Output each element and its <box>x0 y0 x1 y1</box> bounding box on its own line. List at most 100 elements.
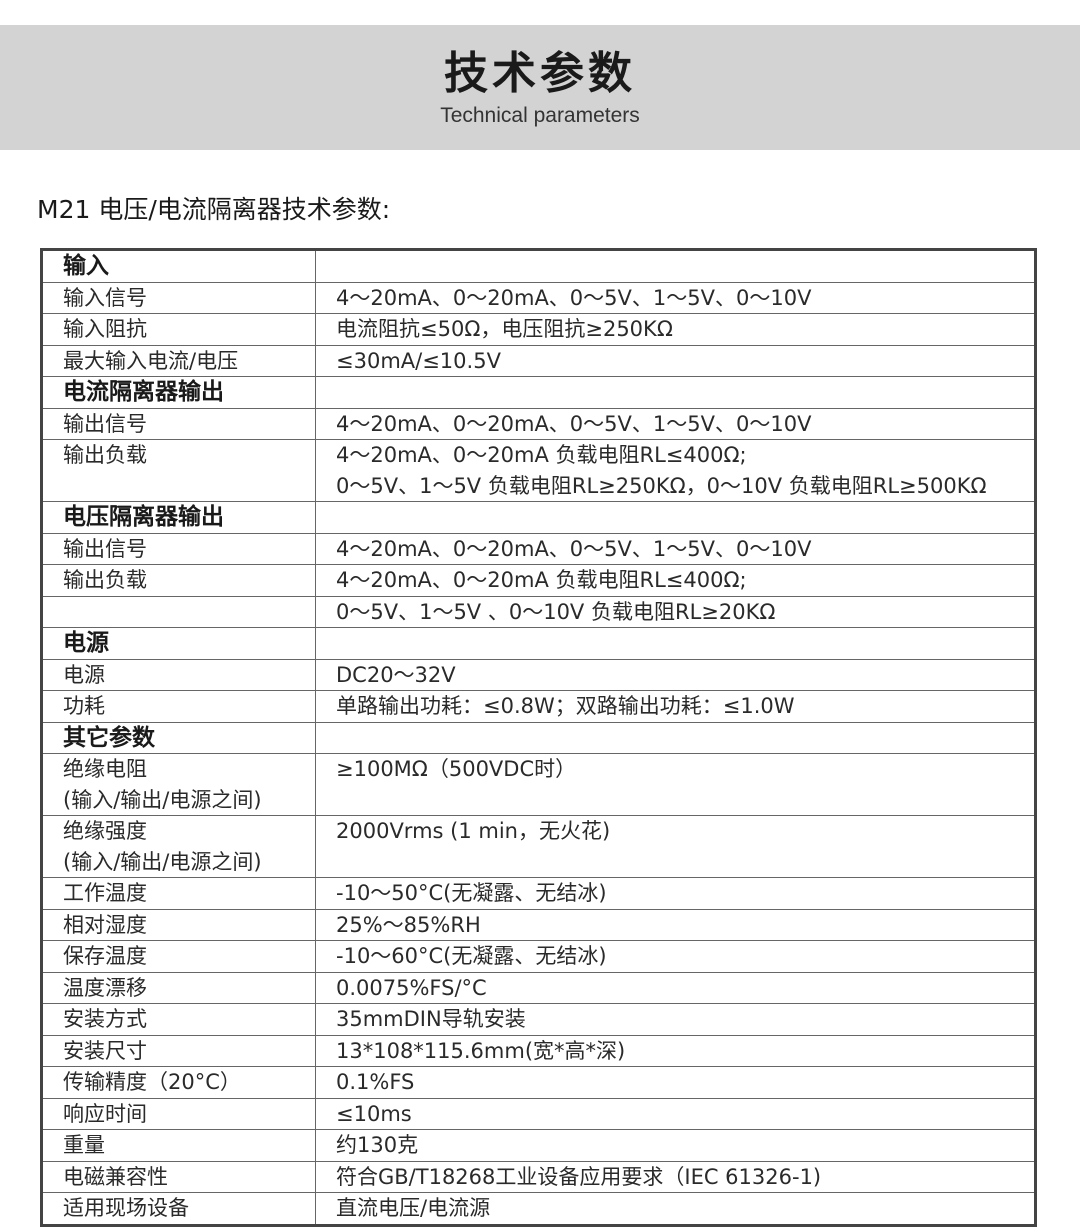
param-value: 0.0075%FS/°C <box>336 975 487 1000</box>
param-name-cell: 电源 <box>41 658 316 691</box>
table-row: 0～5V、1～5V 、0～10V 负载电阻RL≥20KΩ <box>41 595 1036 628</box>
table-row: 响应时间 ≤10ms <box>41 1097 1036 1130</box>
table-row: 相对湿度 25%～85%RH <box>41 908 1036 941</box>
param-name-cell: 输出负载 <box>41 439 316 502</box>
param-value-cell: -10～60°C(无凝露、无结冰) <box>315 940 1036 973</box>
header-banner: 技术参数 Technical parameters <box>0 25 1080 150</box>
param-name: 功耗 <box>63 694 105 718</box>
param-name-cell: 输出信号 <box>41 532 316 565</box>
param-value: ≤10ms <box>336 1101 412 1126</box>
param-value-cell: 35mmDIN导轨安装 <box>315 1003 1036 1036</box>
param-name: 输出负载 <box>63 443 147 467</box>
param-name: 输出信号 <box>63 536 147 561</box>
param-value-cell: 25%～85%RH <box>315 908 1036 941</box>
param-name: 安装尺寸 <box>63 1038 147 1063</box>
param-value-cell <box>315 501 1036 534</box>
param-name: 输入 <box>63 253 109 279</box>
param-name: 电磁兼容性 <box>63 1164 168 1189</box>
param-value-cell: ≤30mA/≤10.5V <box>315 344 1036 377</box>
param-name-cell: 工作温度 <box>41 877 316 910</box>
param-name-cell: 绝缘电阻 (输入/输出/电源之间) <box>41 753 316 816</box>
param-value-cell: 0～5V、1～5V 、0～10V 负载电阻RL≥20KΩ <box>315 595 1036 628</box>
param-name: 输入阻抗 <box>63 317 147 341</box>
param-value-cell: 0.0075%FS/°C <box>315 971 1036 1004</box>
table-row: 输出负载 4～20mA、0～20mA 负载电阻RL≤400Ω; <box>41 564 1036 597</box>
table-row: 绝缘强度 (输入/输出/电源之间) 2000Vrms (1 min，无火花) <box>41 815 1036 878</box>
table-row: 电源 DC20～32V <box>41 658 1036 691</box>
param-name-cell: 重量 <box>41 1129 316 1162</box>
param-name-cell: 适用现场设备 <box>41 1192 316 1226</box>
param-value-cell: ≤10ms <box>315 1097 1036 1130</box>
section-heading: M21 电压/电流隔离器技术参数: <box>37 195 391 224</box>
param-value <box>336 502 1034 533</box>
param-value-cell <box>315 376 1036 409</box>
param-name-cell: 温度漂移 <box>41 971 316 1004</box>
param-value-cell <box>315 249 1036 283</box>
table-row: 电磁兼容性 符合GB/T18268工业设备应用要求（IEC 61326-1) <box>41 1160 1036 1193</box>
param-value-cell: 电流阻抗≤50Ω，电压阻抗≥250KΩ <box>315 313 1036 346</box>
param-value-cell: 约130克 <box>315 1129 1036 1162</box>
param-name-cell: 传输精度（20°C） <box>41 1066 316 1099</box>
param-name: 电压隔离器输出 <box>63 504 224 530</box>
param-value: 0～5V、1～5V 、0～10V 负载电阻RL≥20KΩ <box>336 599 776 624</box>
table-row: 安装方式 35mmDIN导轨安装 <box>41 1003 1036 1036</box>
param-value: 电流阻抗≤50Ω，电压阻抗≥250KΩ <box>336 317 673 341</box>
section-row: 电流隔离器输出 <box>41 376 1036 409</box>
param-value: DC20～32V <box>336 662 456 687</box>
param-name-cell: 电源 <box>41 627 316 660</box>
param-name-cell: 响应时间 <box>41 1097 316 1130</box>
param-name-cell: 电流隔离器输出 <box>41 376 316 409</box>
param-value-cell: 4～20mA、0～20mA、0～5V、1～5V、0～10V <box>315 407 1036 440</box>
table-row: 输入信号 4～20mA、0～20mA、0～5V、1～5V、0～10V <box>41 281 1036 314</box>
param-name: 传输精度（20°C） <box>63 1070 241 1094</box>
spec-table: 输入 输入信号 4～20mA、0～20mA、0～5V、1～5V、0～10V 输入阻抗… <box>40 248 1037 1227</box>
table-row: 最大输入电流/电压 ≤30mA/≤10.5V <box>41 344 1036 377</box>
param-name-cell: 安装方式 <box>41 1003 316 1036</box>
param-value-cell: 0.1%FS <box>315 1066 1036 1099</box>
table-row: 传输精度（20°C） 0.1%FS <box>41 1066 1036 1099</box>
param-name-cell: 相对湿度 <box>41 908 316 941</box>
param-value: 0.1%FS <box>336 1070 415 1094</box>
table-row: 输出信号 4～20mA、0～20mA、0～5V、1～5V、0～10V <box>41 532 1036 565</box>
param-value: -10～50°C(无凝露、无结冰) <box>336 881 607 905</box>
param-value-cell: 2000Vrms (1 min，无火花) <box>315 815 1036 878</box>
param-value-cell: 4～20mA、0～20mA 负载电阻RL≤400Ω; <box>315 564 1036 597</box>
table-row: 保存温度 -10～60°C(无凝露、无结冰) <box>41 940 1036 973</box>
param-value-cell: DC20～32V <box>315 658 1036 691</box>
page-subtitle: Technical parameters <box>440 104 640 127</box>
param-name <box>63 597 315 628</box>
param-value-cell: 单路输出功耗：≤0.8W；双路输出功耗：≤1.0W <box>315 690 1036 723</box>
table-row: 工作温度 -10～50°C(无凝露、无结冰) <box>41 877 1036 910</box>
page-title: 技术参数 <box>444 48 636 99</box>
section-row: 电源 <box>41 627 1036 660</box>
param-value-cell: 4～20mA、0～20mA 负载电阻RL≤400Ω; 0～5V、1～5V 负载电阻… <box>315 439 1036 502</box>
table-row: 重量 约130克 <box>41 1129 1036 1162</box>
param-value: 4～20mA、0～20mA、0～5V、1～5V、0～10V <box>336 536 812 561</box>
param-value: 约130克 <box>336 1133 419 1157</box>
param-value-cell: 4～20mA、0～20mA、0～5V、1～5V、0～10V <box>315 532 1036 565</box>
param-value-cell: ≥100MΩ（500VDC时） <box>315 753 1036 816</box>
table-row: 安装尺寸 13*108*115.6mm(宽*高*深) <box>41 1034 1036 1067</box>
param-value: 4～20mA、0～20mA 负载电阻RL≤400Ω; <box>336 443 747 467</box>
param-value: 4～20mA、0～20mA、0～5V、1～5V、0～10V <box>336 285 812 310</box>
table-row: 输出负载 4～20mA、0～20mA 负载电阻RL≤400Ω; 0～5V、1～5V … <box>41 439 1036 502</box>
param-name-cell: 输入信号 <box>41 281 316 314</box>
param-value-cell: -10～50°C(无凝露、无结冰) <box>315 877 1036 910</box>
param-name-cell: 电压隔离器输出 <box>41 501 316 534</box>
param-name-cell: 输入 <box>41 249 316 283</box>
param-name: 绝缘电阻 <box>63 757 147 781</box>
param-name: 电源 <box>63 662 105 687</box>
param-name: 绝缘强度 <box>63 819 147 843</box>
param-name: 重量 <box>63 1133 105 1157</box>
param-name-cell: 功耗 <box>41 690 316 723</box>
param-name: (输入/输出/电源之间) <box>63 787 262 812</box>
param-name: 相对湿度 <box>63 912 147 937</box>
param-name: 适用现场设备 <box>63 1196 189 1220</box>
param-name-cell: 安装尺寸 <box>41 1034 316 1067</box>
param-value-cell: 符合GB/T18268工业设备应用要求（IEC 61326-1) <box>315 1160 1036 1193</box>
param-value <box>336 251 1034 282</box>
param-value: 4～20mA、0～20mA 负载电阻RL≤400Ω; <box>336 568 747 592</box>
param-value: 4～20mA、0～20mA、0～5V、1～5V、0～10V <box>336 411 812 436</box>
param-value: ≤30mA/≤10.5V <box>336 348 501 373</box>
param-name: 输出负载 <box>63 568 147 592</box>
